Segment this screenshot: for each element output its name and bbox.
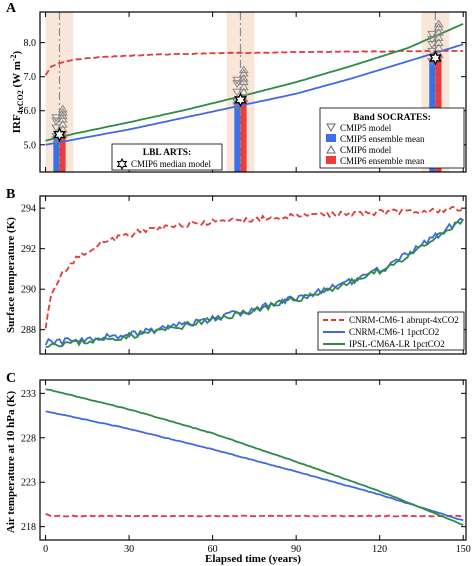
- cmip6-model-marker: [238, 82, 249, 91]
- abrupt-4xco2-line: [45, 512, 464, 518]
- ipsl-1pctco2-line: [45, 23, 464, 142]
- lbl-median-star: [53, 127, 66, 143]
- cmip5-model-marker: [232, 76, 243, 85]
- cmip5-mean-bar: [53, 134, 60, 172]
- legend-box: [111, 143, 223, 171]
- legend-item: CNRM-CM6-1 1pctCO2: [349, 327, 439, 337]
- y-tick-label: 290: [21, 285, 36, 296]
- legend-item: CMIP5 ensemble mean: [340, 134, 425, 144]
- cnrm-1pctco2-line: [45, 43, 464, 146]
- y-tick-label: 233: [21, 389, 36, 400]
- legend-box: [319, 107, 465, 169]
- cmip5-model-marker: [51, 114, 62, 123]
- plot-frame: [39, 379, 467, 541]
- legend-arts: LBL ARTS: CMIP6 median model: [111, 143, 223, 171]
- star-icon: [116, 157, 128, 171]
- legend-item: CMIP6 median model: [131, 159, 211, 169]
- y-ticks: 288 290 292 294: [21, 204, 466, 336]
- y-tick-label: 7.0: [24, 72, 37, 83]
- cmip6-model-marker: [238, 87, 249, 96]
- series-lines: [44, 23, 464, 146]
- cmip6-model-marker: [57, 119, 68, 128]
- cmip5-model-marker: [232, 80, 243, 89]
- abrupt-4xco2-line: [44, 49, 464, 76]
- cmip6-model-marker: [433, 19, 444, 28]
- series-lines: [44, 205, 464, 348]
- cmip6-mean-bar: [59, 131, 66, 172]
- series-lines: [45, 388, 464, 526]
- y-axis-label: Surface temperature (K): [5, 217, 17, 333]
- x-tick-label: 0: [43, 544, 48, 555]
- y-tick-label: 8.0: [24, 38, 37, 49]
- cmip5-mean-bar: [234, 100, 241, 172]
- y-tick-label: 228: [21, 433, 36, 444]
- up-triangle-icon: [326, 144, 336, 154]
- legend-item: CNRM-CM6-1 abrupt-4xCO2: [349, 315, 459, 325]
- y-axis-label: IRF4xCO2 (W m-2): [9, 50, 25, 133]
- panel-a: 5.0 6.0 7.0 8.0 A IRF4xCO2 (W m-2) Band SOC…: [6, 1, 467, 173]
- lbl-median-star: [428, 50, 442, 66]
- legend-title: Band SOCRATES:: [353, 113, 431, 123]
- plot-frame: [39, 195, 467, 355]
- cnrm-1pctco2-line: [45, 410, 464, 522]
- panel-b: 288 290 292 294 B Surface temperature (K) C…: [5, 187, 467, 355]
- y-tick-label: 288: [21, 325, 36, 336]
- cmip6-model-marker: [238, 73, 249, 82]
- legend-title: LBL ARTS:: [143, 148, 192, 158]
- blue-swatch: [326, 134, 336, 142]
- down-triangle-icon: [326, 123, 336, 133]
- legend-item: CMIP5 model: [340, 123, 392, 133]
- model-markers: [51, 19, 444, 145]
- cmip6-model-marker: [238, 65, 249, 74]
- x-tick-label: 120: [372, 544, 387, 555]
- cmip6-model-marker: [433, 38, 444, 46]
- y-axis-label: Air temperature at 10 hPa (K): [5, 391, 17, 534]
- y-tick-label: 223: [21, 478, 36, 489]
- abrupt-4xco2-line: [44, 205, 464, 329]
- y-tick-label: 294: [21, 204, 36, 215]
- x-tick-label: 90: [291, 544, 301, 555]
- cnrm-1pctco2-line: [44, 217, 464, 347]
- cmip5-model-marker: [427, 41, 437, 49]
- cmip5-model-marker: [427, 35, 437, 44]
- legend-item: IPSL-CM6A-LR 1pctCO2: [349, 339, 445, 349]
- legend-item: CMIP6 ensemble mean: [340, 156, 425, 166]
- ipsl-1pctco2-line: [45, 218, 464, 348]
- x-tick-label: 150: [456, 544, 471, 555]
- x-tick-label: 60: [208, 544, 218, 555]
- x-ticks: 0 30 60 90 120 150: [43, 380, 471, 555]
- x-tick-label: 30: [124, 544, 134, 555]
- cmip6-mean-bar: [240, 97, 247, 172]
- y-tick-label: 292: [21, 244, 36, 255]
- cmip5-model-marker: [51, 117, 62, 126]
- panel-letter: A: [6, 1, 17, 16]
- cmip5-model-marker: [427, 30, 437, 39]
- panel-letter: C: [6, 371, 16, 386]
- cmip6-model-marker: [433, 27, 444, 36]
- red-swatch: [326, 156, 336, 164]
- y-tick-label: 5.0: [24, 140, 37, 151]
- legend-models: CNRM-CM6-1 abrupt-4xCO2 CNRM-CM6-1 1pctC…: [317, 311, 465, 351]
- ipsl-1pctco2-line: [45, 388, 464, 526]
- cmip6-model-marker: [433, 32, 444, 41]
- lbl-median-star: [234, 92, 247, 108]
- panel-letter: B: [6, 187, 15, 202]
- cmip6-model-marker: [433, 43, 444, 52]
- legend-socrates: Band SOCRATES: CMIP5 model CMIP5 ensembl…: [319, 107, 465, 169]
- plot-frame: [39, 11, 467, 173]
- y-ticks: 218 223 228 233: [21, 389, 466, 533]
- x-axis-label: Elapsed time (years): [205, 553, 301, 565]
- y-tick-label: 6.0: [24, 106, 37, 117]
- y-tick-label: 218: [21, 522, 36, 533]
- panel-c: 218 223 228 233 0 30 60 90 120 150 C Air tempera…: [5, 371, 471, 555]
- legend-item: CMIP6 model: [340, 145, 392, 155]
- cmip6-model-marker: [57, 104, 68, 113]
- cmip5-model-marker: [232, 88, 243, 97]
